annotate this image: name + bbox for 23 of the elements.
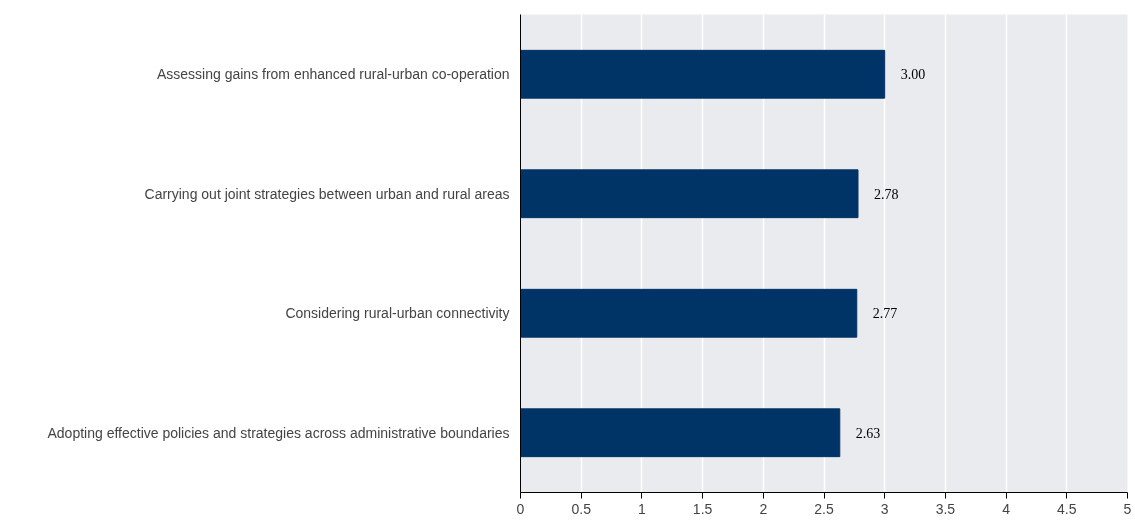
x-tick-label: 4.5 — [1057, 500, 1077, 517]
x-tick-label: 1 — [638, 500, 647, 517]
data-label: 2.77 — [872, 306, 898, 322]
x-tick-label: 0 — [516, 500, 525, 517]
bar — [520, 169, 859, 219]
y-tick-label: Adopting effective policies and strategies across administrative boundaries — [47, 424, 510, 441]
data-label: 2.78 — [873, 186, 899, 202]
x-tick-label: 5 — [1123, 500, 1132, 517]
x-tick-label: 1.5 — [692, 500, 713, 517]
y-tick-label: Carrying out joint strategies between urban and rural areas — [144, 185, 510, 202]
x-tick-label: 3.5 — [935, 500, 956, 517]
x-tick-label: 2 — [759, 500, 768, 517]
x-tick-label: 2.5 — [814, 500, 834, 517]
y-tick-label: Assessing gains from enhanced rural-urban co-operation — [156, 66, 510, 83]
data-label: 2.63 — [855, 425, 881, 441]
x-tick-label: 4 — [1002, 500, 1011, 517]
data-label: 3.00 — [900, 67, 926, 83]
x-tick-label: 3 — [880, 500, 889, 517]
y-tick-label: Considering rural-urban connectivity — [285, 305, 510, 322]
x-tick-label: 0.5 — [571, 500, 592, 517]
bar — [520, 288, 858, 338]
bar — [520, 408, 841, 458]
bar — [520, 49, 886, 99]
